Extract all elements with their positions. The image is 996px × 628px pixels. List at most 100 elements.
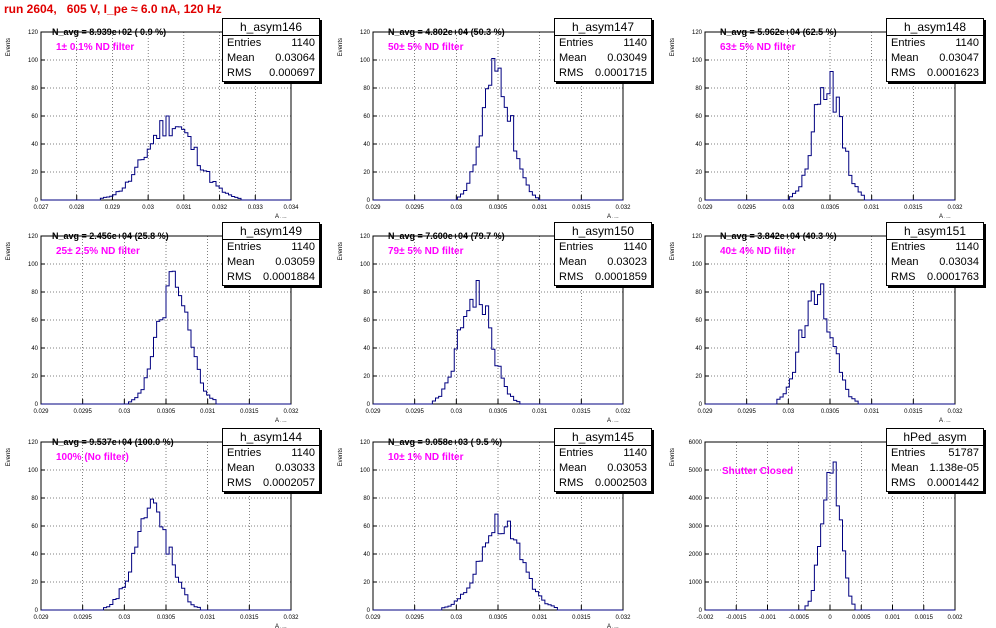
stat-label: RMS [227, 271, 252, 283]
x-tick-label: 0.032 [212, 205, 228, 211]
stat-label: Entries [559, 241, 594, 253]
y-tick-label: 20 [695, 170, 702, 176]
y-axis-label: Events [338, 38, 344, 56]
x-tick-label: 0.033 [248, 205, 264, 211]
x-tick-label: 0.032 [283, 409, 299, 415]
x-tick-label: 0.03 [118, 409, 130, 415]
navg-annotation: N_avg = 9.537e+04 (100.0 %) [52, 437, 174, 447]
y-tick-label: 100 [28, 262, 39, 268]
y-tick-label: 60 [31, 524, 38, 530]
stat-row-mean: Mean 0.03034 [887, 255, 983, 270]
run-title: run 2604, 605 V, I_pe ≈ 6.0 nA, 120 Hz [4, 2, 222, 16]
stat-value-rms: 0.0001884 [263, 271, 315, 283]
y-tick-label: 80 [31, 86, 38, 92]
x-tick-label: 0.031 [532, 205, 548, 211]
x-tick-label: 0.031 [176, 205, 192, 211]
y-tick-label: 20 [363, 374, 370, 380]
x-tick-label: 0.03 [450, 205, 462, 211]
y-tick-label: 120 [360, 30, 371, 36]
histogram-panel-hPed_asym: 0 1000 2000 3000 4000 5000 6000 -0.002 -0.0015 -0… [664, 428, 984, 628]
stat-row-mean: Mean 0.03064 [223, 51, 319, 66]
stat-row-entries: Entries 1140 [555, 240, 651, 255]
stat-box: h_asym144 Entries 1140 Mean 0.03033 RMS 0.0002… [222, 428, 320, 492]
x-tick-label: 0.0295 [737, 409, 756, 415]
y-tick-label: 5000 [689, 468, 703, 474]
stat-box: h_asym151 Entries 1140 Mean 0.03034 RMS 0.0001… [886, 222, 984, 286]
histogram-plot: 0 1000 2000 3000 4000 5000 6000 -0.002 -0.0015 -0… [670, 440, 963, 621]
filter-annotation: 63± 5% ND filter [720, 42, 796, 53]
histogram-name: h_asym149 [223, 223, 319, 240]
stat-box: h_asym146 Entries 1140 Mean 0.03064 RMS 0.0006… [222, 18, 320, 82]
y-tick-label: 100 [28, 58, 39, 64]
histogram-plot: 0 20 40 60 80 100 120 0.029 0.0295 0.03 0.0305 0.03… [6, 440, 299, 628]
y-tick-label: 0 [367, 608, 371, 614]
x-tick-label: 0.0295 [73, 615, 92, 621]
stat-label: Mean [227, 256, 255, 268]
navg-annotation: N_avg = 5.962e+04 (62.5 %) [720, 27, 837, 37]
y-axis-label: Events [338, 448, 344, 466]
stat-value-mean: 1.138e-05 [929, 462, 979, 474]
stat-row-mean: Mean 0.03049 [555, 51, 651, 66]
stat-label: Entries [559, 37, 594, 49]
stat-label: RMS [559, 67, 584, 79]
navg-annotation: N_avg = 3.842e+04 (40.3 %) [720, 231, 837, 241]
y-axis-label: Events [670, 242, 676, 260]
stat-row-rms: RMS 0.0001763 [887, 270, 983, 285]
y-tick-label: 60 [31, 114, 38, 120]
x-axis-label: A UID [607, 214, 619, 218]
y-tick-label: 80 [363, 496, 370, 502]
histogram-line [705, 461, 955, 611]
stat-row-mean: Mean 0.03059 [223, 255, 319, 270]
histogram-name: h_asym145 [555, 429, 651, 446]
histogram-line [705, 71, 955, 201]
histogram-panel-h_asym150: 0 20 40 60 80 100 120 0.029 0.0295 0.03 0.0305 0.03… [332, 222, 652, 422]
y-axis-label: Events [338, 242, 344, 260]
stat-label: Entries [891, 447, 926, 459]
navg-annotation: N_avg = 7.600e+04 (79.7 %) [388, 231, 505, 241]
y-tick-label: 100 [360, 58, 371, 64]
histogram-line [373, 513, 623, 611]
y-tick-label: 60 [695, 318, 702, 324]
stat-row-rms: RMS 0.0002503 [555, 476, 651, 491]
stat-value-rms: 0.000697 [269, 67, 315, 79]
histogram-name: h_asym150 [555, 223, 651, 240]
histogram-panel-h_asym145: 0 20 40 60 80 100 120 0.029 0.0295 0.03 0.0305 0.03… [332, 428, 652, 628]
y-tick-label: 120 [28, 234, 39, 240]
x-tick-label: 0.0315 [240, 615, 259, 621]
filter-annotation: 25± 2.5% ND filter [56, 246, 140, 257]
x-tick-label: 0.032 [283, 615, 299, 621]
y-tick-label: 40 [363, 346, 370, 352]
stat-value-rms: 0.0002057 [263, 477, 315, 489]
y-tick-label: 0 [35, 402, 39, 408]
histogram-name: hPed_asym [887, 429, 983, 446]
stat-value-rms: 0.0001623 [927, 67, 979, 79]
y-tick-label: 3000 [689, 524, 703, 530]
filter-annotation: 100% (No filter) [56, 452, 129, 463]
x-tick-label: 0.0315 [904, 409, 923, 415]
histogram-name: h_asym147 [555, 19, 651, 36]
y-tick-label: 0 [699, 198, 703, 204]
stat-value-entries: 1140 [623, 447, 647, 459]
y-tick-label: 4000 [689, 496, 703, 502]
y-tick-label: 0 [699, 608, 703, 614]
stat-label: RMS [227, 67, 252, 79]
stat-label: Entries [227, 37, 262, 49]
stat-value-entries: 51787 [948, 447, 979, 459]
y-tick-label: 120 [28, 30, 39, 36]
y-tick-label: 20 [363, 170, 370, 176]
histogram-plot: 0 20 40 60 80 100 120 0.029 0.0295 0.03 0.0305 0.03… [338, 440, 631, 628]
plot-frame [704, 31, 956, 201]
plot-frame [40, 441, 292, 611]
stat-value-mean: 0.03053 [607, 462, 647, 474]
y-axis-label: Events [670, 38, 676, 56]
y-tick-label: 120 [360, 234, 371, 240]
stat-value-rms: 0.0001442 [927, 477, 979, 489]
x-tick-label: 0.032 [615, 615, 631, 621]
y-tick-label: 0 [35, 608, 39, 614]
y-tick-label: 0 [367, 198, 371, 204]
x-tick-label: 0.0305 [821, 205, 840, 211]
stat-row-rms: RMS 0.0001884 [223, 270, 319, 285]
y-tick-label: 40 [31, 552, 38, 558]
stat-value-mean: 0.03064 [275, 52, 315, 64]
x-tick-label: 0.032 [615, 409, 631, 415]
